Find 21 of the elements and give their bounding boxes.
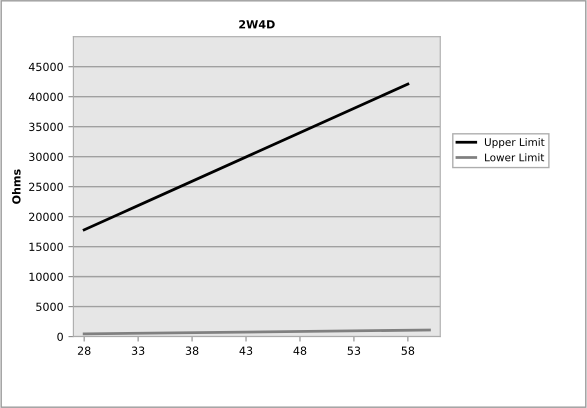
x-tick-label: 43 — [239, 346, 252, 355]
y-tick-label: 5000 — [36, 302, 63, 311]
legend-label: Upper Limit — [484, 138, 544, 148]
y-tick-label: 40000 — [28, 92, 63, 102]
legend-label: Lower Limit — [485, 153, 544, 162]
y-tick-label: 25000 — [29, 182, 63, 192]
x-tick-label: 48 — [293, 346, 306, 355]
chart-title: 2W4D — [239, 20, 275, 28]
y-tick-label: 0 — [57, 332, 63, 341]
x-tick-label: 28 — [78, 346, 90, 355]
x-tick-label: 53 — [348, 346, 360, 355]
y-tick-label: 10000 — [30, 272, 63, 282]
x-tick-label: 33 — [132, 346, 144, 355]
y-tick-label: 30000 — [29, 152, 63, 162]
y-tick-label: 45000 — [28, 62, 63, 72]
y-axis-title: Ohms — [12, 169, 21, 204]
y-tick-label: 20000 — [29, 212, 63, 222]
y-tick-label: 35000 — [29, 122, 63, 132]
x-tick-label: 38 — [186, 346, 198, 355]
y-tick-label: 15000 — [30, 242, 63, 252]
x-tick-label: 58 — [402, 346, 414, 355]
